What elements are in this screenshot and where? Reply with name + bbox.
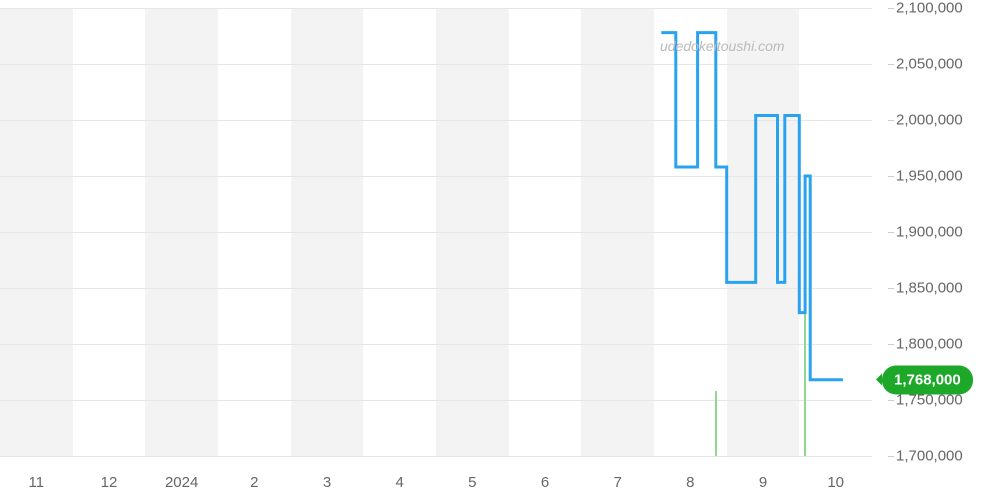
x-axis-label: 6: [541, 474, 549, 491]
y-axis-label: 1,950,000: [896, 168, 963, 185]
y-axis-label: 1,900,000: [896, 224, 963, 241]
y-tick: [888, 232, 894, 233]
y-tick: [888, 344, 894, 345]
x-axis-label: 3: [323, 474, 331, 491]
plot-area: [0, 8, 872, 456]
x-axis-label: 7: [613, 474, 621, 491]
x-axis-label: 2: [250, 474, 258, 491]
current-price-badge: 1,768,000: [882, 365, 973, 394]
x-axis: 11 12 2024 2 3 4 5 6 7 8 9 10: [0, 456, 872, 500]
y-tick: [888, 400, 894, 401]
y-axis-label: 2,100,000: [896, 0, 963, 17]
x-axis-label: 10: [827, 474, 844, 491]
y-tick: [888, 64, 894, 65]
y-tick: [888, 288, 894, 289]
price-line: [0, 8, 872, 456]
y-axis-label: 2,000,000: [896, 112, 963, 129]
x-axis-label: 11: [29, 474, 45, 491]
y-tick: [888, 456, 894, 457]
y-tick: [888, 8, 894, 9]
y-axis-label: 1,850,000: [896, 280, 963, 297]
x-axis-label: 8: [686, 474, 694, 491]
y-tick: [888, 120, 894, 121]
y-axis-label: 2,050,000: [896, 56, 963, 73]
y-axis-label: 1,800,000: [896, 336, 963, 353]
x-axis-label: 9: [759, 474, 767, 491]
y-tick: [888, 176, 894, 177]
price-chart: 2,100,000 2,050,000 2,000,000 1,950,000 1,90…: [0, 0, 1000, 500]
x-axis-label: 12: [101, 474, 118, 491]
x-axis-label: 5: [468, 474, 476, 491]
watermark: udedokeitoushi.com: [660, 38, 785, 54]
x-axis-label: 4: [395, 474, 403, 491]
x-axis-label: 2024: [165, 474, 198, 491]
y-axis-label: 1,700,000: [896, 448, 963, 465]
